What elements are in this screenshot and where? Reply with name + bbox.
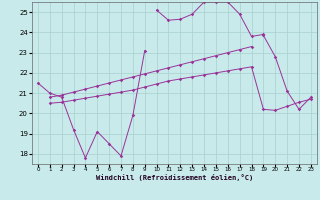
X-axis label: Windchill (Refroidissement éolien,°C): Windchill (Refroidissement éolien,°C)	[96, 174, 253, 181]
